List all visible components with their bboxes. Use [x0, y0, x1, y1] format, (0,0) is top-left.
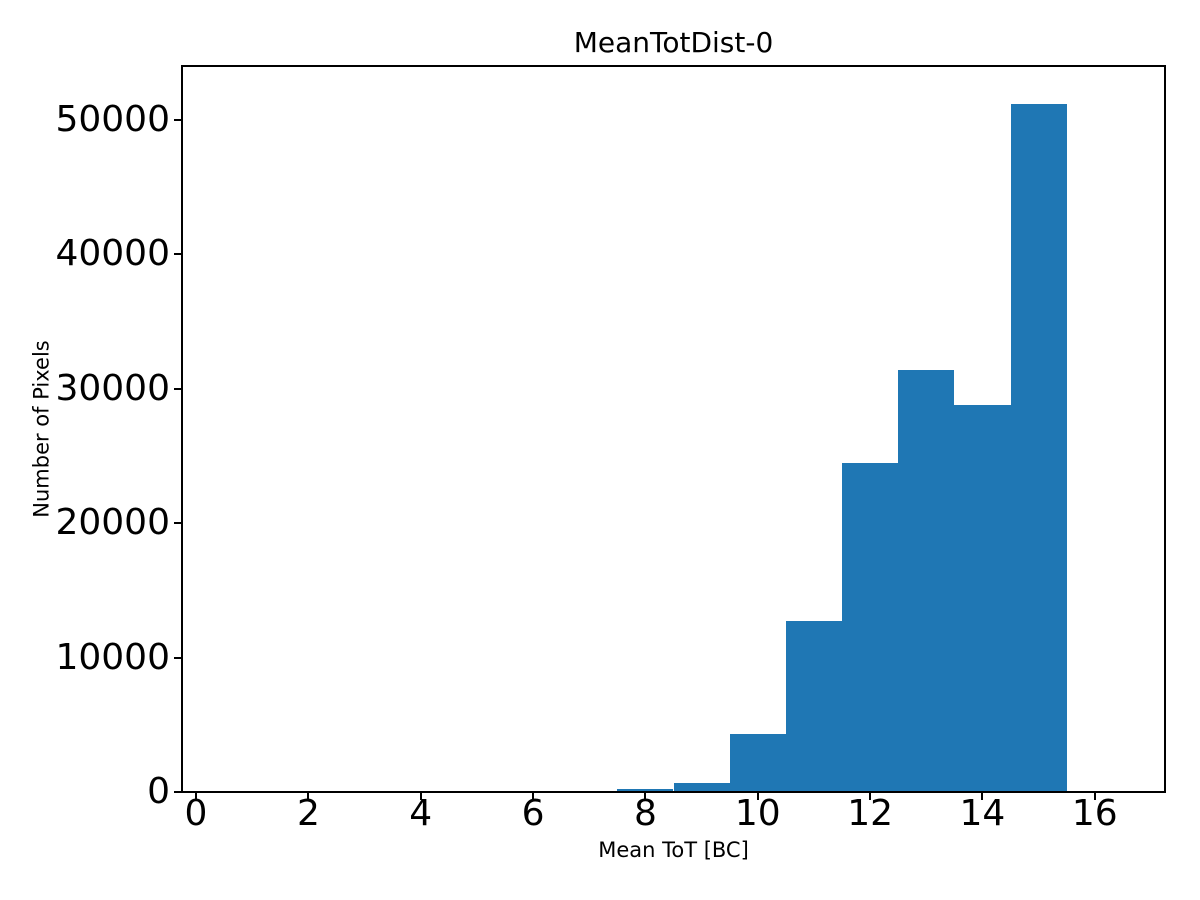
histogram-bar: [842, 462, 899, 792]
histogram-bar: [673, 782, 730, 792]
x-tick-mark: [195, 793, 197, 800]
y-tick-mark: [174, 253, 181, 256]
x-tick-label: 6: [521, 793, 545, 834]
x-tick-label: 4: [409, 793, 433, 834]
y-axis-label: Number of Pixels: [29, 340, 54, 518]
x-tick-mark: [307, 793, 310, 800]
x-tick-mark: [981, 793, 984, 800]
histogram-bar: [729, 734, 786, 792]
y-tick-mark: [174, 522, 181, 525]
y-tick-label: 40000: [55, 233, 170, 275]
x-tick-label: 2: [296, 793, 320, 834]
x-tick-mark: [756, 793, 759, 800]
histogram-bar: [785, 621, 842, 792]
x-tick-label: 8: [633, 793, 657, 834]
x-tick-mark: [532, 793, 535, 800]
x-tick-label: 14: [959, 793, 1006, 834]
y-tick-label: 20000: [55, 502, 170, 544]
histogram-bar: [898, 369, 955, 792]
y-tick-mark: [174, 791, 181, 793]
y-tick-label: 0: [147, 771, 170, 812]
x-tick-mark: [869, 793, 872, 800]
x-tick-label: 10: [734, 793, 781, 834]
x-tick-label: 0: [184, 793, 208, 834]
histogram-bar: [1010, 103, 1067, 792]
x-axis-label: Mean ToT [BC]: [598, 838, 749, 862]
y-tick-mark: [174, 656, 181, 659]
chart-title: MeanTotDist-0: [573, 26, 774, 59]
y-tick-label: 30000: [55, 367, 170, 409]
y-tick-label: 10000: [55, 636, 170, 678]
histogram-bar: [617, 789, 674, 792]
histogram-bar: [954, 404, 1011, 792]
x-tick-label: 12: [847, 793, 893, 834]
y-tick-mark: [174, 118, 181, 121]
y-tick-label: 50000: [55, 98, 170, 140]
x-tick-mark: [1093, 793, 1096, 800]
x-tick-mark: [644, 793, 647, 800]
x-tick-label: 16: [1071, 793, 1118, 834]
x-tick-mark: [419, 793, 422, 800]
y-tick-mark: [174, 387, 181, 390]
